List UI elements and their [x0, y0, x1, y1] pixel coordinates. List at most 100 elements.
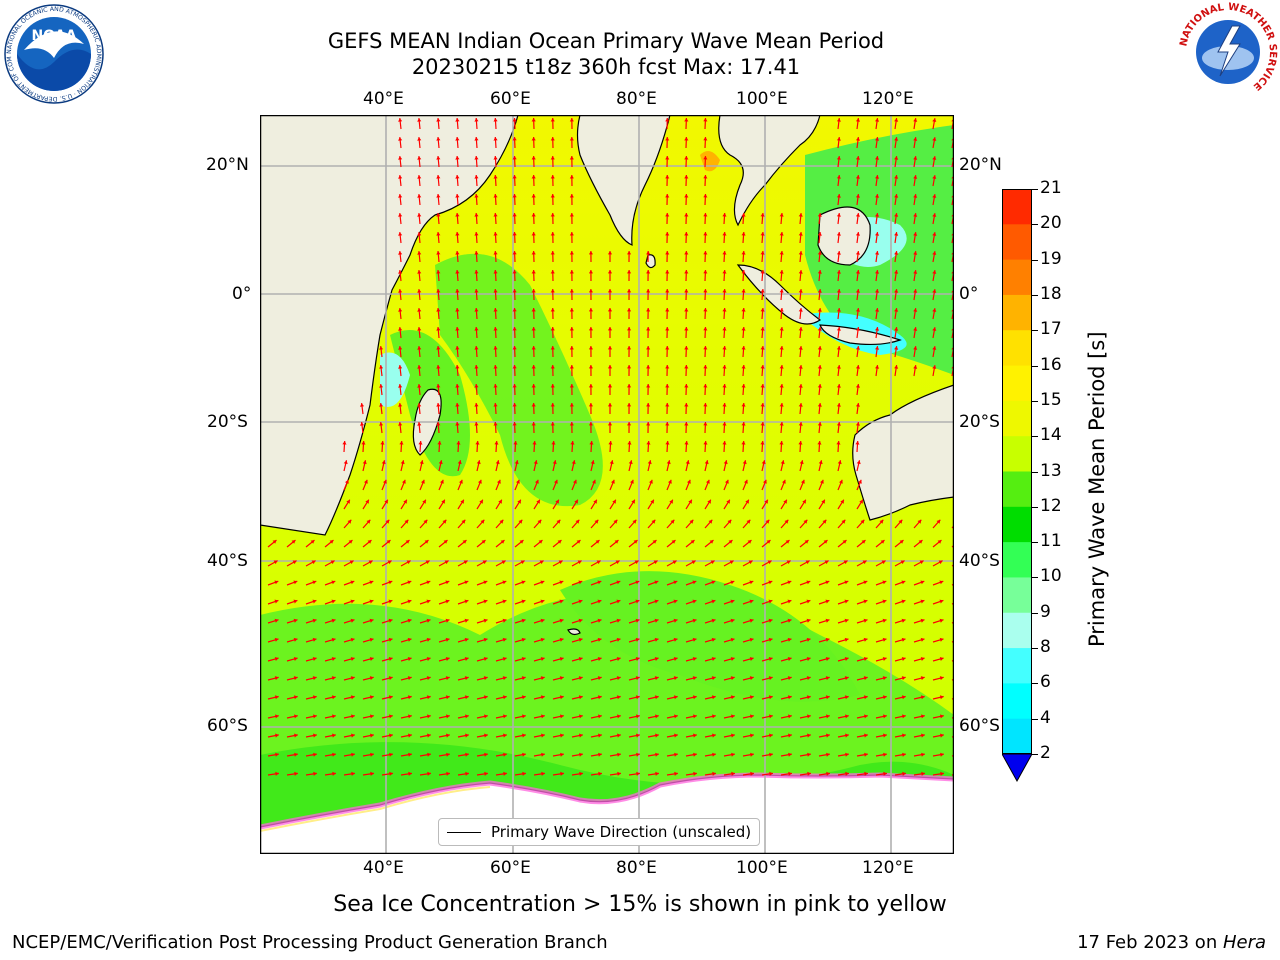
wave-arrow-head [313, 771, 317, 776]
map-svg [259, 114, 955, 855]
wave-arrow-head [722, 251, 727, 255]
wave-arrow-head [388, 657, 393, 661]
wave-arrow-head [788, 771, 792, 776]
wave-arrow-head [798, 251, 803, 255]
wave-arrow-head [932, 270, 937, 274]
chart-title: GEFS MEAN Indian Ocean Primary Wave Mean… [0, 28, 1212, 80]
wave-arrow-head [465, 771, 469, 776]
wave-arrow-head [863, 657, 868, 661]
colorbar-band [1002, 400, 1032, 437]
wave-arrow-head [403, 499, 407, 504]
wave-arrow-head [597, 637, 602, 642]
wave-arrow-head [512, 213, 517, 217]
wave-arrow-head [798, 270, 803, 274]
wave-arrow-head [918, 540, 923, 544]
wave-arrow-head [913, 175, 918, 179]
wave-arrow-head [684, 270, 689, 274]
wave-arrow-head [474, 308, 479, 312]
wave-arrow-head [722, 346, 727, 350]
wave-arrow-head [474, 270, 479, 274]
wave-arrow-head [616, 695, 621, 700]
wave-arrow-head [940, 771, 944, 776]
wave-arrow-head [293, 637, 298, 642]
wave-arrow-head [607, 270, 613, 274]
wave-arrow-head [798, 308, 803, 312]
wave-arrow-head [579, 714, 583, 719]
wave-arrow-head [312, 637, 317, 642]
wave-arrow-head [711, 618, 716, 623]
wave-arrow-head [825, 637, 830, 642]
wave-arrow-head [569, 384, 574, 388]
wave-arrow-head [822, 519, 827, 524]
wave-arrow-head [901, 676, 906, 681]
colorbar-tick-label: 21 [1040, 178, 1062, 198]
wave-arrow-head [493, 365, 498, 369]
wave-arrow-head [804, 540, 809, 544]
wave-arrow-head [512, 232, 517, 236]
wave-arrow-head [464, 580, 469, 585]
wave-arrow-head [499, 519, 504, 524]
wave-arrow-head [806, 695, 811, 700]
wave-arrow-head [779, 289, 784, 293]
wave-arrow-head [274, 676, 279, 681]
colorbar-tick-label: 10 [1040, 566, 1062, 587]
wave-arrow-head [806, 580, 811, 585]
wave-arrow-head [856, 460, 861, 465]
wave-arrow-head [445, 580, 450, 585]
wave-arrow-head [332, 733, 336, 738]
wave-arrow-head [379, 346, 384, 350]
wave-arrow-head [807, 771, 811, 776]
wave-arrow-head [913, 156, 918, 160]
colorbar-tick-mark [1032, 224, 1038, 226]
wave-arrow-head [845, 714, 849, 719]
wave-arrow-head [855, 365, 860, 369]
wave-arrow-head [588, 403, 593, 407]
wave-arrow-head [459, 479, 463, 484]
wave-arrow-head [825, 695, 830, 700]
wave-arrow-head [665, 365, 670, 369]
wave-arrow-head [635, 676, 640, 681]
wave-arrow-head [398, 270, 403, 274]
wave-arrow-head [419, 460, 424, 465]
wave-arrow-head [836, 403, 841, 407]
wave-arrow-head [654, 695, 659, 700]
wave-arrow-head [693, 771, 697, 776]
wave-arrow-head [627, 441, 632, 445]
wave-arrow-head [446, 714, 450, 719]
wave-arrow-head [398, 289, 403, 293]
colorbar-band [1002, 718, 1032, 755]
wave-arrow-head [902, 733, 906, 738]
wave-arrow-head [512, 384, 517, 388]
wave-arrow-head [627, 346, 632, 350]
colorbar-tick-mark [1032, 577, 1038, 579]
wave-arrow-head [512, 403, 517, 407]
wave-arrow-head [634, 560, 639, 565]
wave-arrow-head [383, 479, 387, 484]
wave-arrow-head [741, 365, 746, 369]
wave-arrow-head [350, 599, 355, 604]
wave-arrow-head [475, 441, 480, 445]
wave-arrow-head [331, 637, 336, 642]
wave-arrow-head [502, 695, 507, 700]
wave-arrow-head [461, 519, 466, 524]
wave-arrow-head [712, 752, 716, 757]
wave-arrow-head [330, 560, 335, 565]
wave-arrow-head [345, 479, 349, 484]
wave-arrow-head [635, 618, 640, 623]
title-line1: GEFS MEAN Indian Ocean Primary Wave Mean… [327, 29, 885, 53]
sea-ice-note: Sea Ice Concentration > 15% is shown in … [333, 892, 947, 917]
wave-arrow-head [932, 251, 937, 255]
wave-arrow-head [806, 676, 811, 681]
colorbar-tick-label: 13 [1040, 460, 1062, 481]
wave-arrow-head [635, 695, 640, 700]
wave-arrow-head [882, 618, 887, 623]
wave-arrow-head [760, 251, 765, 255]
wave-arrow-head [692, 637, 697, 642]
wave-arrow-head [531, 346, 536, 350]
wave-arrow-head [437, 441, 442, 445]
wave-arrow-head [668, 479, 672, 484]
wave-arrow-head [913, 137, 918, 141]
wave-arrow-head [482, 560, 487, 565]
wave-arrow-head [875, 327, 880, 331]
africa-landmass [260, 115, 519, 536]
